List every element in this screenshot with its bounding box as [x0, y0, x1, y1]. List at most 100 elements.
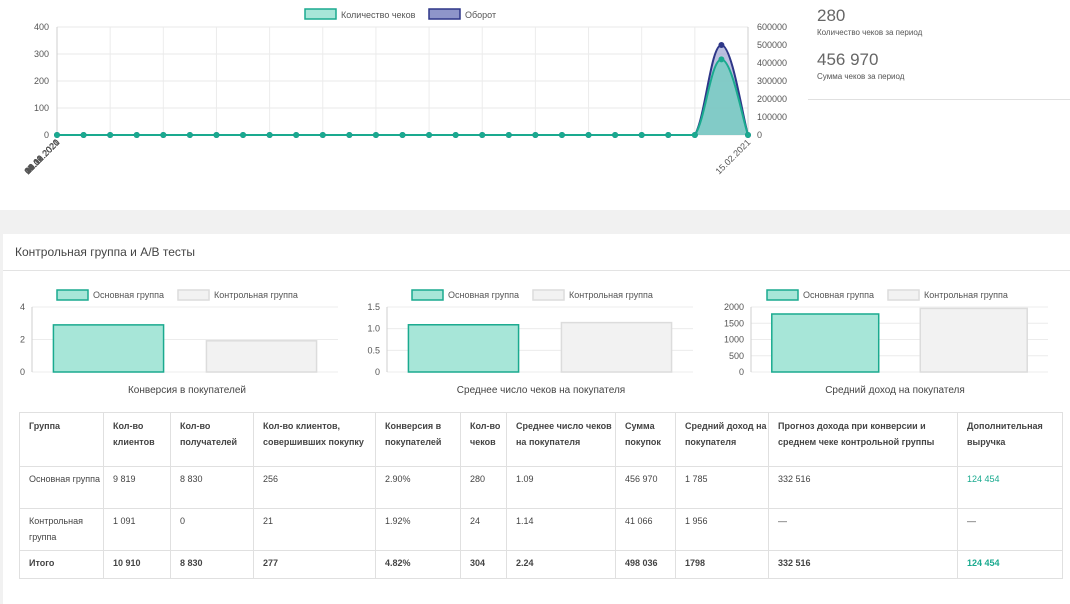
series-oborot-line — [57, 43, 749, 136]
checks-point — [691, 132, 698, 138]
y-tick: 4 — [20, 302, 25, 312]
column-header: Конверсия в покупателей — [375, 412, 461, 467]
checks-point — [160, 132, 167, 138]
checks-point — [612, 132, 619, 138]
stats-divider — [808, 99, 1070, 100]
checks-point — [718, 56, 725, 63]
legend-main-swatch — [411, 289, 444, 301]
checks-point — [213, 132, 220, 138]
table-cell: 4.82% — [375, 550, 461, 579]
legend-control-swatch — [177, 289, 210, 301]
table-cell: 1798 — [675, 550, 769, 579]
legend-control-swatch — [887, 289, 920, 301]
checks-point — [372, 132, 379, 138]
checks-point — [532, 132, 539, 138]
y-right-tick: 300000 — [757, 76, 787, 86]
table-total-row: Итого 10 910 8 830 277 4.82% 304 2.24 498 036 17… — [19, 550, 1063, 579]
column-header: Кол-во клиентов — [103, 412, 171, 467]
table-cell: 1.09 — [506, 466, 616, 509]
column-header: Средний доход на покупателя — [675, 412, 769, 467]
x-tick-label: 25.01.2021 — [22, 137, 61, 176]
column-header: Группа — [19, 412, 104, 467]
y-right-tick: 600000 — [757, 22, 787, 32]
y-tick: 0.5 — [367, 345, 380, 355]
table-cell: 277 — [253, 550, 376, 579]
table-cell[interactable]: 124 454 — [957, 550, 1063, 579]
y-tick: 0 — [739, 367, 744, 377]
checks-point — [479, 132, 486, 138]
bar-main-group — [771, 313, 880, 373]
checks-sum-value: 456 970 — [817, 50, 879, 69]
checks-count-label: Количество чеков за период — [817, 28, 923, 37]
sales-line-chart: Количество чеков Оборот 0 100 200 300 400 0 1000… — [22, 8, 787, 176]
table-cell: 2.90% — [375, 466, 461, 509]
checks-point — [399, 132, 406, 138]
checks-point — [638, 132, 645, 138]
y-right-tick: 500000 — [757, 40, 787, 50]
table-cell: 332 516 — [768, 550, 958, 579]
chart-caption: Среднее число чеков на покупателя — [457, 385, 625, 396]
checks-point — [665, 132, 672, 138]
table-cell: 1 956 — [675, 508, 769, 551]
checks-point — [266, 132, 273, 138]
checks-point — [186, 132, 193, 138]
bar-control-group — [919, 307, 1028, 373]
table-cell: 10 910 — [103, 550, 171, 579]
legend-control-label: Контрольная группа — [214, 290, 298, 300]
column-header: Кол-во чеков — [460, 412, 507, 467]
table-cell: 21 — [253, 508, 376, 551]
checks-point — [505, 132, 512, 138]
y-right-tick: 200000 — [757, 94, 787, 104]
legend-control-swatch — [532, 289, 565, 301]
legend-swatch-1 — [428, 8, 461, 20]
y-tick: 2000 — [724, 302, 744, 312]
checks-point — [452, 132, 459, 138]
group-name-cell: Контрольная группа — [19, 508, 104, 551]
table-cell: 1.92% — [375, 508, 461, 551]
oborot-point — [718, 42, 725, 48]
table-cell: 1 785 — [675, 466, 769, 509]
y-tick: 0 — [20, 367, 25, 377]
y-tick: 1500 — [724, 318, 744, 328]
y-tick: 500 — [729, 351, 744, 361]
y-tick: 1000 — [724, 335, 744, 345]
checks-count-value: 280 — [817, 6, 846, 25]
table-cell: 24 — [460, 508, 507, 551]
bar-main-group — [52, 324, 165, 373]
bar-main-group — [407, 324, 520, 373]
group-name-cell: Итого — [19, 550, 104, 579]
checks-point — [319, 132, 326, 138]
ab-card-title: Контрольная группа и А/В тесты — [15, 245, 196, 259]
checks-point — [54, 132, 60, 138]
y-tick: 2 — [20, 335, 25, 345]
y-right-tick: 0 — [757, 130, 762, 140]
ab-results-table: Группа Кол-во клиентов Кол-во получателей К… — [19, 412, 1063, 579]
table-cell: 0 — [170, 508, 254, 551]
group-name-cell: Основная группа — [19, 466, 104, 509]
table-cell: 280 — [460, 466, 507, 509]
y-tick: 1.5 — [367, 302, 380, 312]
table-row: Контрольная группа 1 091 0 21 1.92% 24 1.14 41 … — [19, 508, 1063, 551]
legend-label-1: Оборот — [465, 10, 496, 20]
legend-control-label: Контрольная группа — [924, 290, 1008, 300]
checks-point — [745, 132, 751, 138]
checks-point — [585, 132, 592, 138]
bar-control-group — [560, 321, 673, 373]
column-header: Прогноз дохода при конверсии и среднем ч… — [768, 412, 958, 467]
table-cell: 332 516 — [768, 466, 958, 509]
checks-sum-label: Сумма чеков за период — [817, 72, 905, 81]
bar-control-group — [205, 340, 318, 373]
legend-main-label: Основная группа — [93, 290, 164, 300]
y-right-tick: 400000 — [757, 58, 787, 68]
table-cell[interactable]: 124 454 — [957, 466, 1063, 509]
table-cell: 456 970 — [615, 466, 676, 509]
table-row: Основная группа 9 819 8 830 256 2.90% 280 1.09… — [19, 466, 1063, 509]
column-header: Сумма покупок — [615, 412, 676, 467]
legend-main-label: Основная группа — [448, 290, 519, 300]
y-left-tick: 300 — [34, 49, 49, 59]
x-tick-label: 15.02.2021 — [713, 137, 752, 176]
checks-point — [80, 132, 87, 138]
table-cell: 1 091 — [103, 508, 171, 551]
legend-main-swatch — [766, 289, 799, 301]
y-tick: 1.0 — [367, 324, 380, 334]
